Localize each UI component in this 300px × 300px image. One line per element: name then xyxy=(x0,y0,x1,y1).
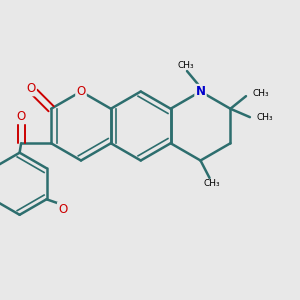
Text: O: O xyxy=(26,82,36,95)
Text: O: O xyxy=(16,110,26,123)
Text: CH₃: CH₃ xyxy=(177,61,194,70)
Text: N: N xyxy=(196,85,206,98)
Text: O: O xyxy=(58,203,67,216)
Text: CH₃: CH₃ xyxy=(253,89,269,98)
Text: CH₃: CH₃ xyxy=(204,179,220,188)
Text: O: O xyxy=(76,85,85,98)
Text: CH₃: CH₃ xyxy=(256,113,273,122)
